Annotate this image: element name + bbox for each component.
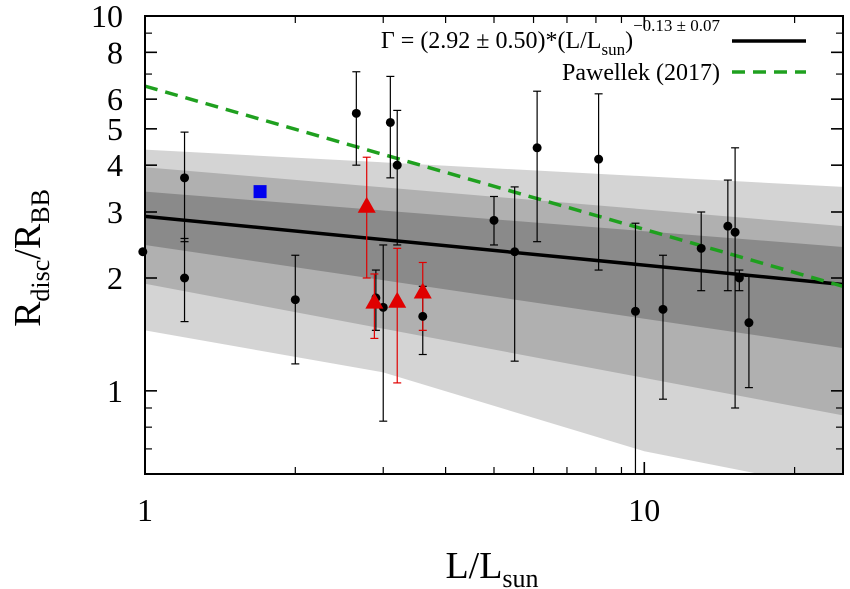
legend-fit-label: Γ = (2.92 ± 0.50)*(L/Lsun)−0.13 ± 0.07 <box>381 16 721 59</box>
legend: Γ = (2.92 ± 0.50)*(L/Lsun)−0.13 ± 0.07 P… <box>381 16 806 86</box>
data-point <box>532 143 542 153</box>
data-point <box>630 306 640 316</box>
data-point <box>734 273 744 283</box>
data-point <box>730 227 740 237</box>
fit-line <box>144 214 844 287</box>
x-axis-title: L/Lsun <box>445 545 538 589</box>
data-point <box>489 215 499 225</box>
y-tick-label: 2 <box>107 260 123 296</box>
y-axis-title: Rdisc/RBB <box>7 189 55 327</box>
data-point <box>418 311 428 321</box>
y-tick-label: 1 <box>107 373 123 409</box>
data-point <box>723 221 733 231</box>
uncertainty-bands <box>145 149 843 474</box>
data-point-triangle <box>365 292 384 309</box>
data-point <box>351 108 361 118</box>
data-point <box>696 243 706 253</box>
data-point <box>385 117 395 127</box>
data-point-square <box>253 185 267 199</box>
fit-layer <box>144 84 844 289</box>
band-inner <box>145 191 843 349</box>
data-point <box>744 318 754 328</box>
y-tick-label: 3 <box>107 194 123 230</box>
y-tick-label: 8 <box>107 34 123 70</box>
x-tick-label: 1 <box>137 492 153 528</box>
data-point <box>594 154 604 164</box>
y-tick-label: 5 <box>107 111 123 147</box>
data-point <box>658 304 668 314</box>
error-bars <box>180 71 753 474</box>
legend-pawellek-label: Pawellek (2017) <box>562 60 720 86</box>
data-markers <box>138 108 754 328</box>
data-point <box>180 173 190 183</box>
data-point <box>290 295 300 305</box>
y-tick-label: 10 <box>91 0 123 34</box>
pawellek-line <box>144 84 844 289</box>
data-point-triangle <box>388 291 407 308</box>
data-point <box>510 247 520 257</box>
data-point <box>180 273 190 283</box>
data-point-triangle <box>413 282 432 299</box>
y-tick-label: 4 <box>107 147 123 183</box>
x-tick-label: 10 <box>628 492 660 528</box>
data-point <box>392 160 402 170</box>
y-tick-label: 6 <box>107 81 123 117</box>
data-point-triangle <box>357 196 376 213</box>
